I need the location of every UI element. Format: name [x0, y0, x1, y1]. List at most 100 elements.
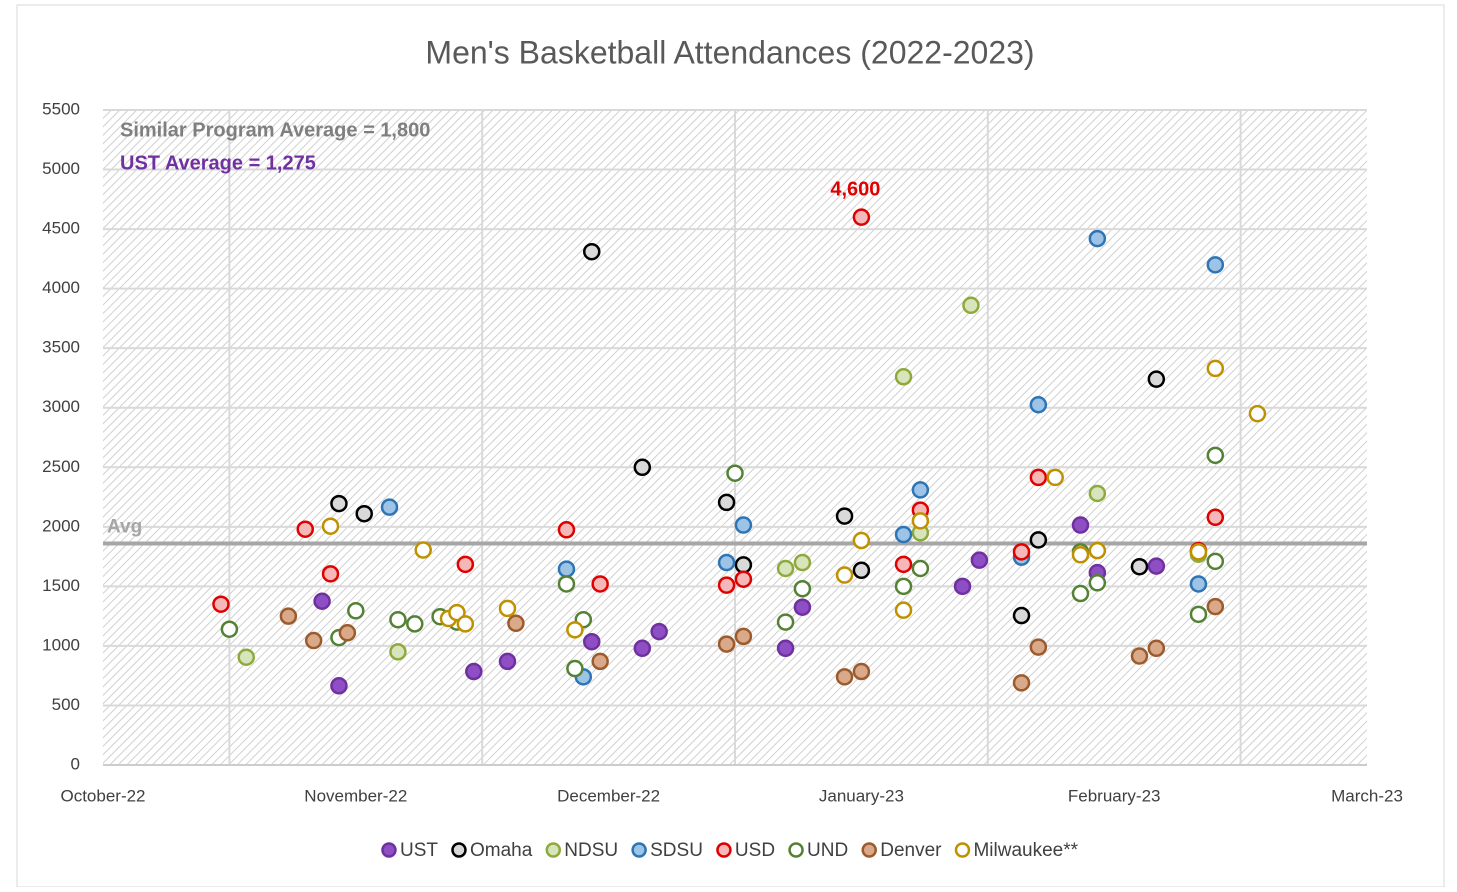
point	[456, 615, 475, 633]
point	[852, 662, 871, 681]
x-tick-label: December-22	[557, 786, 660, 805]
y-tick-label: 5500	[42, 99, 80, 118]
point	[852, 531, 871, 550]
point	[389, 643, 407, 661]
point	[321, 565, 340, 583]
point	[1147, 370, 1166, 388]
point	[633, 458, 652, 477]
point	[414, 541, 432, 559]
legend-marker	[788, 842, 804, 858]
point	[313, 592, 331, 610]
y-tick-label: 500	[52, 695, 80, 714]
point	[793, 553, 812, 572]
point	[962, 296, 980, 315]
point	[835, 507, 854, 525]
y-tick-label: 1500	[42, 576, 80, 595]
point	[1206, 256, 1225, 274]
point	[717, 493, 736, 512]
point	[911, 559, 930, 578]
point	[734, 556, 753, 574]
x-tick-label: February-23	[1068, 786, 1161, 805]
point	[717, 553, 736, 572]
annotation: Similar Program Average = 1,800	[120, 119, 430, 141]
point	[1206, 508, 1225, 527]
point	[1206, 446, 1225, 465]
point	[557, 521, 576, 539]
point	[279, 607, 298, 625]
y-tick-label: 4000	[42, 278, 80, 297]
point	[894, 368, 913, 386]
point	[1206, 552, 1225, 571]
point	[1248, 404, 1267, 423]
y-tick-label: 3000	[42, 397, 80, 416]
y-tick-label: 4500	[42, 219, 80, 238]
point	[852, 208, 871, 226]
data-label: 4,600	[830, 178, 880, 200]
reference-label: Avg	[107, 517, 142, 538]
point	[582, 632, 601, 651]
point	[448, 603, 466, 622]
point	[507, 614, 525, 633]
legend-label: UND	[807, 840, 848, 861]
point	[717, 635, 736, 653]
point	[970, 551, 989, 569]
point	[566, 621, 584, 639]
legend-label: UST	[400, 840, 438, 861]
point	[894, 555, 913, 574]
point	[633, 639, 652, 658]
point	[835, 668, 854, 686]
point	[355, 504, 373, 523]
point	[1206, 359, 1225, 378]
point	[1189, 575, 1208, 593]
point	[212, 595, 230, 613]
y-tick-label: 5000	[42, 159, 80, 178]
point	[1046, 468, 1064, 487]
y-tick-label: 1000	[42, 635, 80, 654]
legend-label: USD	[735, 840, 775, 861]
point	[338, 624, 357, 642]
point	[1012, 674, 1031, 692]
legend-marker	[954, 842, 971, 858]
point	[911, 481, 930, 499]
point	[793, 579, 812, 598]
point	[1071, 516, 1090, 534]
point	[1130, 557, 1149, 576]
point	[894, 601, 913, 619]
point	[1071, 584, 1090, 603]
point	[1147, 639, 1166, 658]
point	[734, 516, 753, 534]
point	[953, 577, 972, 596]
point	[852, 561, 871, 580]
x-tick-label: October-22	[60, 786, 145, 805]
point	[734, 570, 753, 588]
x-tick-label: January-23	[819, 786, 904, 805]
legend-marker	[631, 842, 647, 858]
point	[330, 677, 348, 695]
legend-label: Milwaukee**	[973, 840, 1078, 861]
point	[1029, 468, 1048, 487]
legend-label: Denver	[880, 840, 942, 861]
y-tick-label: 0	[71, 754, 80, 773]
point	[498, 652, 517, 671]
point	[1029, 531, 1048, 549]
legend-marker	[545, 842, 562, 858]
point	[894, 577, 913, 596]
legend-marker	[381, 842, 397, 858]
point	[1088, 484, 1107, 503]
point	[591, 575, 609, 593]
x-tick-label: March-23	[1331, 786, 1403, 805]
point	[717, 576, 736, 594]
point	[321, 517, 340, 535]
legend-marker	[451, 842, 467, 858]
point	[776, 639, 795, 658]
point	[650, 622, 668, 641]
point	[557, 560, 576, 578]
point	[911, 512, 930, 530]
point	[776, 613, 795, 631]
point	[734, 627, 753, 646]
annotation: UST Average = 1,275	[120, 152, 316, 174]
point	[1088, 574, 1107, 592]
point	[465, 662, 483, 681]
point	[557, 575, 576, 593]
